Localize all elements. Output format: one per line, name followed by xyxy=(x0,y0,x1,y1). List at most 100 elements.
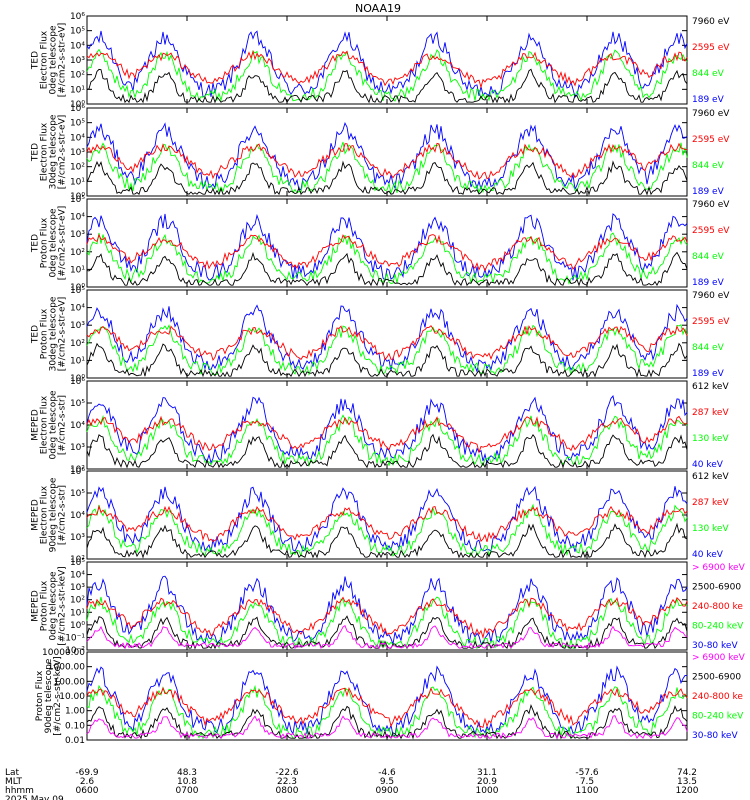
series-844-ev-line xyxy=(86,141,688,195)
ytick-label: 10⁵ xyxy=(70,489,85,499)
ylabel-line: 0deg telescope xyxy=(49,25,59,95)
series-844-ev-line xyxy=(86,324,688,376)
footer-hhmm-value: 0600 xyxy=(76,786,99,796)
ylabel: TEDProton Flux0deg telescope[#/cm2-s-str… xyxy=(31,206,68,281)
footer-hhmm-value: 0700 xyxy=(176,786,199,796)
footer-hhmm-value: 1200 xyxy=(676,786,699,796)
ytick-label: 10⁰ xyxy=(70,100,85,110)
footer-hhmm-value: 0900 xyxy=(376,786,399,796)
ylabel-line: [#/cm2-s-str-eV] xyxy=(58,297,68,372)
ytick-label: 10.00 xyxy=(59,692,85,702)
ylabel-line: [#/cm2-s-str] xyxy=(58,395,68,455)
legend-entry: 612 keV xyxy=(692,382,729,392)
series-189-ev-line xyxy=(86,30,688,98)
ytick-label: 10¹ xyxy=(70,85,85,95)
series--6900-kev-line xyxy=(86,715,688,740)
ylabel-line: Electron Flux xyxy=(40,122,50,181)
series-612-kev-line xyxy=(86,522,688,559)
ylabel-line: TED xyxy=(31,143,41,162)
legend-entry: 2500-6900 xyxy=(692,673,741,683)
legend-entry: 80-240 keV xyxy=(692,712,744,722)
legend-entry: 7960 eV xyxy=(692,291,730,301)
series-287-kev-line xyxy=(86,504,688,543)
series-2595-ev-line xyxy=(86,325,688,362)
ytick-label: 1.00 xyxy=(65,707,85,717)
footer-hhmm-value: 0800 xyxy=(276,786,299,796)
legend-entry: 189 eV xyxy=(692,95,725,105)
series-2595-ev-line xyxy=(86,233,688,272)
ytick-label: 10² xyxy=(70,71,85,81)
series-844-ev-line xyxy=(86,48,688,102)
series-80-240-kev-line xyxy=(86,684,688,740)
ytick-label: 10³ xyxy=(70,56,85,66)
ylabel-line: 0deg telescope xyxy=(49,390,59,460)
ytick-label: 10⁴ xyxy=(70,571,85,581)
series-7960-ev-line xyxy=(86,160,688,196)
footer-mlt-value: 13.5 xyxy=(677,777,697,787)
footer-lat-value: 74.2 xyxy=(677,768,697,778)
footer-lat-value: -22.6 xyxy=(275,768,299,778)
ytick-label: 100.00 xyxy=(54,677,86,687)
legend-entry: 130 keV xyxy=(692,434,729,444)
ylabel: MEPEDElectron Flux90deg telescope[#/cm2-… xyxy=(31,477,68,552)
series-612-kev-line xyxy=(86,433,688,469)
legend-entry: 189 eV xyxy=(692,369,725,379)
ytick-label: 0.10 xyxy=(65,721,85,731)
ytick-label: 1000.00 xyxy=(48,663,85,673)
ylabel: MEPEDElectron Flux0deg telescope[#/cm2-s… xyxy=(31,390,68,460)
ytick-label: 10⁵ xyxy=(70,286,85,296)
legend-entry: 189 eV xyxy=(692,187,725,197)
ylabel-line: [#/cm2-s-str-eV] xyxy=(58,206,68,281)
series-7960-ev-line xyxy=(86,251,688,287)
ytick-label: 10⁰ xyxy=(70,621,85,631)
ytick-label: 10⁴ xyxy=(70,41,85,51)
ylabel-line: Electron Flux xyxy=(40,485,50,544)
ytick-label: 10² xyxy=(70,248,85,258)
ylabel-line: Electron Flux xyxy=(40,395,50,454)
legend-entry: 40 keV xyxy=(692,550,724,560)
ytick-label: 10⁴ xyxy=(70,511,85,521)
legend-entry: 240-800 ke xyxy=(692,602,743,612)
ytick-label: 10⁴ xyxy=(70,213,85,223)
ylabel-line: 0deg telescope xyxy=(49,208,59,278)
ytick-label: 10⁶ xyxy=(70,12,85,22)
legend-entry: 7960 eV xyxy=(692,109,730,119)
ytick-label: 10² xyxy=(70,163,85,173)
ytick-label: 10⁵ xyxy=(70,399,85,409)
ytick-label: 10⁻¹ xyxy=(65,633,85,643)
ytick-label: 10⁵ xyxy=(70,558,85,568)
series-7960-ev-line xyxy=(86,342,688,378)
series-287-kev-line xyxy=(86,415,688,454)
series-130-kev-line xyxy=(86,414,688,468)
legend-entry: 2595 eV xyxy=(692,226,730,236)
ytick-label: 10¹ xyxy=(70,356,85,366)
footer-row-label: Lat xyxy=(5,768,20,778)
legend-entry: 80-240 keV xyxy=(692,622,744,632)
series-80-240-kev-line xyxy=(86,596,688,650)
legend-entry: 130 keV xyxy=(692,524,729,534)
ylabel-line: [#/cm2-s-str-eV] xyxy=(58,115,68,190)
ylabel-line: MEPED xyxy=(31,409,41,441)
ylabel-line: Electron Flux xyxy=(40,30,50,89)
legend-entry: 287 keV xyxy=(692,408,729,418)
legend-entry: 7960 eV xyxy=(692,17,730,27)
legend-entry: 287 keV xyxy=(692,498,729,508)
legend-entry: 2595 eV xyxy=(692,317,730,327)
legend-entry: > 6900 keV xyxy=(692,563,746,573)
ylabel-line: MEPED xyxy=(31,590,41,622)
legend-entry: 844 eV xyxy=(692,343,725,353)
ylabel-line: Proton Flux xyxy=(40,217,50,268)
ytick-label: 10⁴ xyxy=(70,133,85,143)
footer-mlt-value: 9.5 xyxy=(380,777,394,787)
ylabel-line: TED xyxy=(31,234,41,253)
ytick-label: 10⁶ xyxy=(70,467,85,477)
footer-mlt-value: 20.9 xyxy=(477,777,497,787)
series-40-kev-line xyxy=(86,394,688,465)
